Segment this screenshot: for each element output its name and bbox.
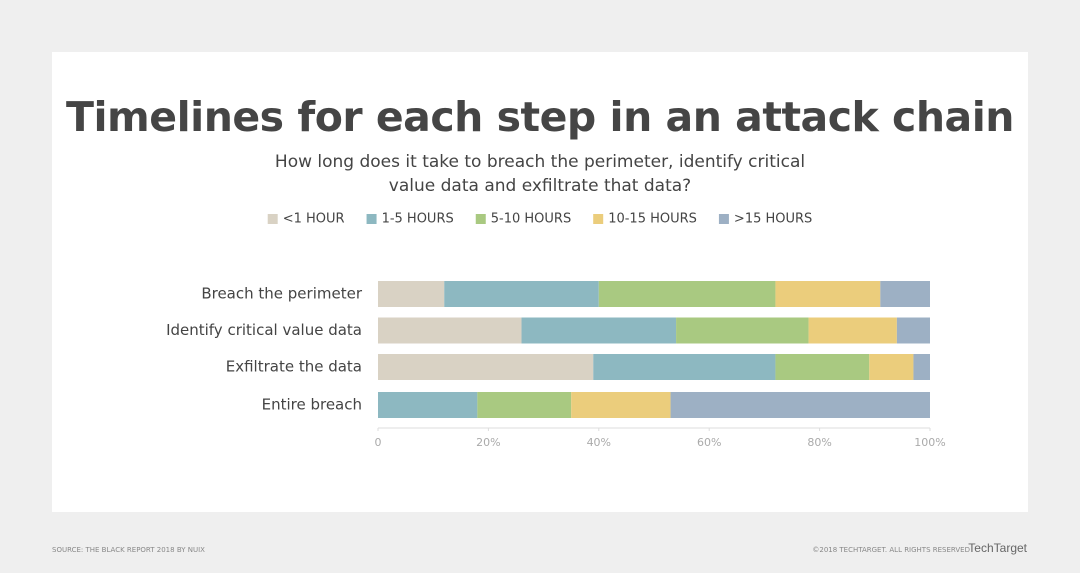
- bar-segment: [378, 392, 478, 418]
- chart-title: Timelines for each step in an attack cha…: [66, 93, 1014, 141]
- subtitle: How long does it take to breach the peri…: [275, 152, 805, 172]
- bar-segment: [913, 354, 930, 380]
- x-tick-label: 100%: [914, 436, 945, 449]
- legend-swatch: [475, 214, 486, 224]
- legend-swatch: [267, 214, 278, 224]
- legend-swatch: [366, 214, 377, 224]
- bar-segment: [775, 354, 870, 380]
- bar-segment: [775, 281, 881, 307]
- x-tick-label: 40%: [587, 436, 611, 449]
- bar-segment: [670, 392, 930, 418]
- bar-segment: [378, 281, 445, 307]
- bar-segment: [869, 354, 914, 380]
- legend-swatch: [593, 214, 604, 224]
- x-tick-label: 60%: [697, 436, 721, 449]
- y-tick-label: Entire breach: [262, 396, 362, 414]
- y-tick-label: Identify critical value data: [166, 321, 362, 339]
- bar-segment: [598, 281, 776, 307]
- copyright: ©2018 TECHTARGET. ALL RIGHTS RESERVED: [812, 546, 970, 554]
- bar-segment: [521, 317, 677, 344]
- legend-label: <1 HOUR: [283, 212, 345, 227]
- bar-segment: [571, 392, 671, 418]
- bar-segment: [444, 281, 599, 307]
- bar-segment: [593, 354, 776, 380]
- bar-segment: [378, 317, 522, 344]
- bar-segment: [808, 317, 897, 344]
- subtitle: value data and exfiltrate that data?: [389, 176, 691, 196]
- x-tick-label: 80%: [807, 436, 831, 449]
- legend-label: >15 HOURS: [734, 212, 812, 227]
- legend-label: 5-10 HOURS: [491, 212, 571, 227]
- legend-swatch: [718, 214, 729, 224]
- logo: TechTarget: [968, 541, 1027, 555]
- bar-segment: [896, 317, 930, 344]
- legend-label: 10-15 HOURS: [608, 212, 697, 227]
- source: SOURCE: THE BLACK REPORT 2018 BY NUIX: [52, 546, 205, 554]
- bar-segment: [880, 281, 930, 307]
- y-tick-label: Exfiltrate the data: [226, 358, 362, 376]
- x-tick-label: 0: [375, 436, 382, 449]
- legend-label: 1-5 HOURS: [382, 212, 454, 227]
- y-tick-label: Breach the perimeter: [201, 285, 362, 303]
- bar-segment: [676, 317, 809, 344]
- x-tick-label: 20%: [476, 436, 500, 449]
- bar-segment: [477, 392, 572, 418]
- bar-segment: [378, 354, 594, 380]
